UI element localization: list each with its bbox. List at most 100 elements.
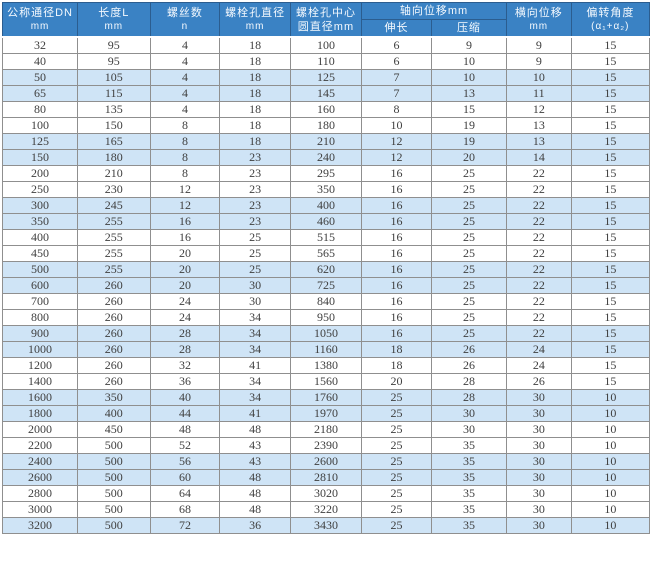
table-row: 2800 500 64 48 3020 25 35 30 10 — [1, 485, 651, 502]
table-row: 1800 400 44 41 1970 25 30 30 10 — [1, 405, 651, 422]
table-row: 350 255 16 23 460 16 25 22 15 — [1, 213, 651, 230]
cell: 25 — [361, 501, 432, 518]
header-unit: mm — [529, 20, 549, 32]
cell: 1600 — [1, 389, 79, 406]
cell: 18 — [219, 101, 291, 118]
cell: 18 — [361, 341, 432, 358]
cell: 30 — [430, 421, 507, 438]
cell: 12 — [361, 149, 432, 166]
cell: 25 — [430, 245, 507, 262]
cell: 450 — [77, 421, 151, 438]
cell: 36 — [149, 373, 221, 390]
cell: 72 — [149, 517, 221, 534]
table-row: 2200 500 52 43 2390 25 35 30 10 — [1, 437, 651, 454]
table-row: 900 260 28 34 1050 16 25 22 15 — [1, 325, 651, 342]
cell: 700 — [1, 293, 79, 310]
cell: 18 — [219, 53, 291, 70]
cell: 18 — [219, 117, 291, 134]
cell: 2390 — [289, 437, 363, 454]
cell: 25 — [361, 469, 432, 486]
header-line: 偏转角度 — [586, 6, 635, 19]
cell: 4 — [149, 53, 221, 70]
table-row: 1000 260 28 34 1160 18 26 24 15 — [1, 341, 651, 358]
cell: 35 — [430, 453, 507, 470]
cell: 135 — [77, 101, 151, 118]
header-unit: mm — [245, 20, 265, 32]
cell: 10 — [430, 69, 507, 86]
cell: 20 — [149, 261, 221, 278]
cell: 840 — [289, 293, 363, 310]
cell: 19 — [430, 133, 507, 150]
cell: 16 — [361, 325, 432, 342]
col-header-bolt-hole-diameter: 螺栓孔直径 mm — [219, 2, 291, 38]
table-row: 2400 500 56 43 2600 25 35 30 10 — [1, 453, 651, 470]
cell: 1760 — [289, 389, 363, 406]
cell: 13 — [505, 133, 572, 150]
header-line: 螺栓孔直径 — [225, 6, 286, 19]
header-line: 轴向位移mm — [399, 5, 469, 17]
cell: 26 — [430, 357, 507, 374]
cell: 12 — [505, 101, 572, 118]
cell: 16 — [361, 261, 432, 278]
table-row: 3000 500 68 48 3220 25 35 30 10 — [1, 501, 651, 518]
cell: 25 — [361, 453, 432, 470]
cell: 65 — [1, 85, 79, 102]
cell: 10 — [570, 501, 651, 518]
table-row: 1200 260 32 41 1380 18 26 24 15 — [1, 357, 651, 374]
table-row: 1400 260 36 34 1560 20 28 26 15 — [1, 373, 651, 390]
cell: 10 — [570, 485, 651, 502]
cell: 11 — [505, 85, 572, 102]
cell: 56 — [149, 453, 221, 470]
cell: 25 — [361, 485, 432, 502]
cell: 13 — [430, 85, 507, 102]
cell: 20 — [361, 373, 432, 390]
cell: 15 — [570, 197, 651, 214]
table-row: 700 260 24 30 840 16 25 22 15 — [1, 293, 651, 310]
cell: 255 — [77, 213, 151, 230]
cell: 30 — [505, 469, 572, 486]
cell: 25 — [361, 389, 432, 406]
cell: 16 — [361, 277, 432, 294]
cell: 3000 — [1, 501, 79, 518]
cell: 150 — [77, 117, 151, 134]
cell: 180 — [289, 117, 363, 134]
cell: 500 — [77, 501, 151, 518]
cell: 400 — [289, 197, 363, 214]
cell: 800 — [1, 309, 79, 326]
cell: 10 — [570, 405, 651, 422]
cell: 500 — [77, 469, 151, 486]
cell: 3200 — [1, 517, 79, 534]
cell: 41 — [219, 405, 291, 422]
cell: 24 — [505, 341, 572, 358]
cell: 24 — [149, 309, 221, 326]
cell: 35 — [430, 437, 507, 454]
col-header-axial-compression: 压缩 — [430, 19, 507, 38]
cell: 15 — [570, 36, 651, 54]
cell: 16 — [361, 309, 432, 326]
cell: 18 — [219, 69, 291, 86]
cell: 16 — [149, 229, 221, 246]
table-row: 200 210 8 23 295 16 25 22 15 — [1, 165, 651, 182]
cell: 3430 — [289, 517, 363, 534]
table-row: 32 95 4 18 100 6 9 9 15 — [1, 36, 651, 54]
cell: 20 — [149, 245, 221, 262]
cell: 32 — [1, 36, 79, 54]
cell: 115 — [77, 85, 151, 102]
cell: 95 — [77, 53, 151, 70]
cell: 25 — [219, 245, 291, 262]
cell: 6 — [361, 53, 432, 70]
cell: 1560 — [289, 373, 363, 390]
cell: 2180 — [289, 421, 363, 438]
cell: 4 — [149, 69, 221, 86]
cell: 245 — [77, 197, 151, 214]
cell: 30 — [219, 293, 291, 310]
cell: 41 — [219, 357, 291, 374]
cell: 260 — [77, 309, 151, 326]
cell: 40 — [1, 53, 79, 70]
cell: 15 — [570, 309, 651, 326]
cell: 15 — [570, 149, 651, 166]
cell: 1160 — [289, 341, 363, 358]
cell: 10 — [430, 53, 507, 70]
cell: 23 — [219, 149, 291, 166]
cell: 260 — [77, 293, 151, 310]
